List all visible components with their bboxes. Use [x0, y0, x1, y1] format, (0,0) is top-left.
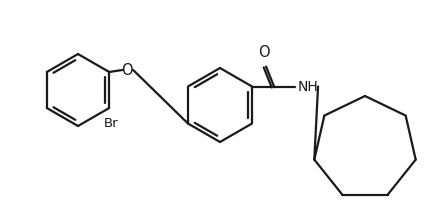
- Text: O: O: [121, 62, 133, 77]
- Text: Br: Br: [104, 117, 118, 130]
- Text: O: O: [258, 44, 270, 59]
- Text: NH: NH: [298, 79, 319, 94]
